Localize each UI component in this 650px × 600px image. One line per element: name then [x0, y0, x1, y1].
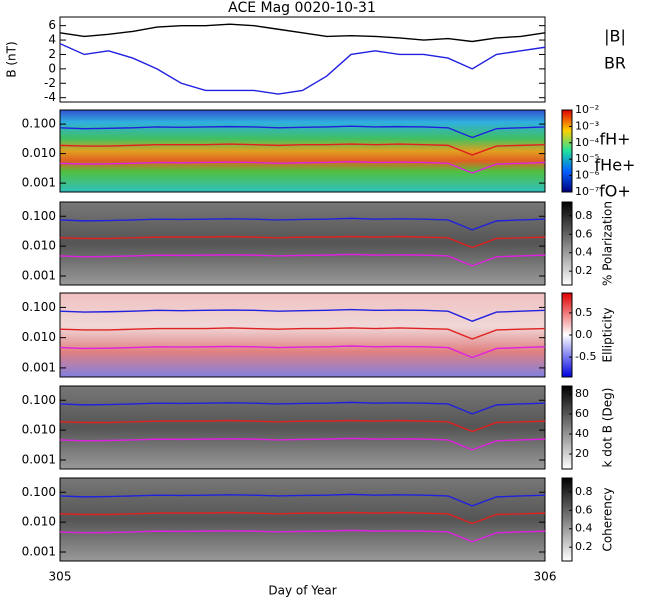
spectrogram-image — [60, 110, 545, 192]
series-line — [59, 161, 546, 174]
plot-frame — [59, 109, 546, 193]
colorbar-tick-label: 0.2 — [575, 540, 593, 553]
y-tick-label: 2 — [48, 47, 56, 61]
y-tick-label: 0.010 — [22, 146, 56, 160]
plot-frame — [59, 292, 546, 378]
spectrogram-image — [60, 202, 545, 285]
plot-frame — [59, 201, 546, 286]
y-tick-label: 0.001 — [22, 545, 56, 559]
y-tick-label: 0.100 — [22, 300, 56, 314]
colorbar-tick-label: 40 — [575, 427, 589, 440]
colorbar-tick-label: 10⁻² — [575, 103, 599, 116]
y-tick-label: 6 — [48, 18, 56, 32]
colorbar-label: Ellipticity — [601, 308, 615, 363]
series-line — [59, 437, 546, 451]
x-tick-label: 306 — [534, 570, 557, 584]
series-line — [59, 493, 546, 507]
colorbar-label: Coherency — [601, 487, 615, 551]
legend-label: BR — [604, 54, 626, 73]
colorbar-tick-label: 10⁻⁷ — [575, 185, 599, 198]
colorbar — [561, 109, 573, 193]
series-line — [59, 308, 546, 322]
colorbar-label: k dot B (Deg) — [601, 388, 615, 468]
colorbar-tick-label: 60 — [575, 407, 589, 420]
series-line — [59, 345, 546, 359]
y-tick-label: 0.100 — [22, 485, 56, 499]
series-line — [59, 217, 546, 231]
colorbar-tick-label: 0.5 — [575, 306, 593, 319]
y-tick-label: 0.100 — [22, 117, 56, 131]
y-tick-label: 0.001 — [22, 176, 56, 190]
series-line — [59, 235, 546, 249]
series-line — [59, 419, 546, 433]
plot-frame — [59, 477, 546, 562]
y-tick-label: 0.010 — [22, 239, 56, 253]
colorbar-tick-label: 0.4 — [575, 246, 593, 259]
x-tick-label: 305 — [49, 570, 72, 584]
colorbar — [561, 477, 573, 562]
series-line — [59, 43, 546, 95]
series-line — [59, 511, 546, 525]
colorbar-tick-label: 0.6 — [575, 227, 593, 240]
chart-title: ACE Mag 0020-10-31 — [228, 0, 376, 16]
y-tick-label: 0.001 — [22, 360, 56, 374]
plot-frame — [59, 385, 546, 470]
series-line — [59, 327, 546, 340]
series-line — [59, 529, 546, 543]
x-axis-label: Day of Year — [268, 584, 336, 598]
y-axis-label: B (nT) — [5, 41, 19, 77]
colorbar-tick-label: -0.5 — [575, 350, 596, 363]
colorbar-tick-label: 0.2 — [575, 264, 593, 277]
y-tick-label: 0.010 — [22, 330, 56, 344]
colorbar-tick-label: 10⁻³ — [575, 119, 599, 132]
colorbar-tick-label: 0.0 — [575, 328, 593, 341]
y-tick-label: 0.010 — [22, 515, 56, 529]
colorbar-tick-label: 80 — [575, 387, 589, 400]
colorbar-label: % Polarization — [601, 201, 615, 286]
series-line — [59, 253, 546, 267]
colorbar — [561, 385, 573, 470]
y-tick-label: -4 — [44, 90, 56, 104]
spectrogram-image — [60, 478, 545, 561]
colorbar-tick-label: 0.8 — [575, 485, 593, 498]
y-tick-label: 0.001 — [22, 269, 56, 283]
series-line — [59, 23, 546, 43]
colorbar-tick-label: 10⁻⁵ — [575, 152, 599, 165]
legend-label: |B| — [604, 27, 626, 46]
legend-label: fHe+ — [595, 156, 636, 175]
legend-label: fH+ — [599, 130, 630, 149]
y-tick-label: 0.010 — [22, 423, 56, 437]
spectrogram-image — [60, 386, 545, 469]
y-tick-label: 0.100 — [22, 393, 56, 407]
y-tick-label: 0.100 — [22, 209, 56, 223]
plot-frame — [59, 16, 546, 103]
colorbar-tick-label: 10⁻⁴ — [575, 136, 600, 149]
series-line — [59, 401, 546, 415]
colorbar-tick-label: 20 — [575, 447, 589, 460]
colorbar-tick-label: 0.6 — [575, 503, 593, 516]
legend-label: fO+ — [599, 182, 631, 201]
y-tick-label: 0 — [48, 61, 56, 75]
y-tick-label: 0.001 — [22, 453, 56, 467]
series-line — [59, 143, 546, 156]
colorbar-tick-label: 0.8 — [575, 209, 593, 222]
colorbar — [561, 201, 573, 286]
y-tick-label: 4 — [48, 33, 56, 47]
colorbar-tick-label: 10⁻⁶ — [575, 169, 600, 182]
series-line — [59, 125, 546, 139]
y-tick-label: -2 — [44, 76, 56, 90]
colorbar-tick-label: 0.4 — [575, 522, 593, 535]
spectrogram-image — [60, 293, 545, 377]
